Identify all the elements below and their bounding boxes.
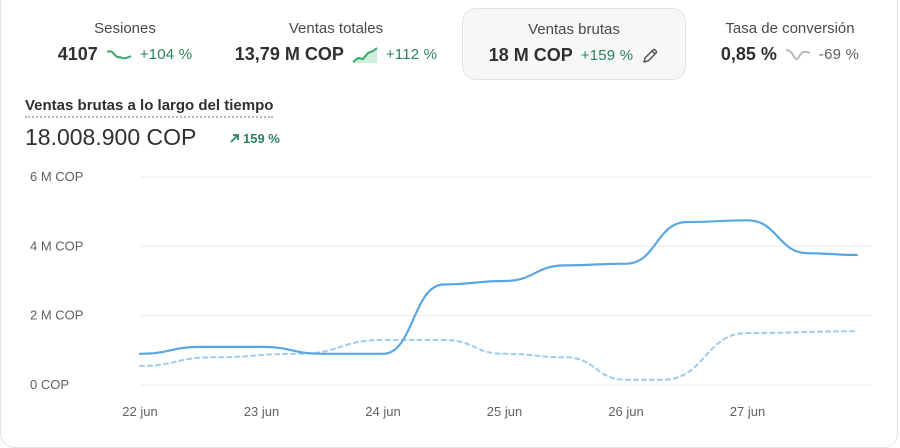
metric-change: +159 % [580,47,634,64]
y-axis-labels: 6 M COP 4 M COP 2 M COP 0 COP [30,169,83,392]
metric-total-sales[interactable]: Ventas totales 13,79 M COP +112 % [225,8,447,80]
green-line-icon [106,49,132,59]
y-tick-label: 6 M COP [30,169,83,184]
y-tick-label: 0 COP [30,377,69,392]
y-tick-label: 4 M COP [30,238,83,253]
total-change: 159 % [230,131,280,146]
metric-value: 18 M COP [488,45,573,65]
green-area-icon [352,46,378,63]
metric-value: 4107 [57,44,98,64]
metric-gross-sales[interactable]: Ventas brutas 18 M COP +159 % [462,8,686,80]
series-line-previous[interactable] [139,330,858,381]
metric-sessions[interactable]: Sesiones 4107 +104 % [10,8,240,80]
series-line-current[interactable] [138,219,858,355]
arrow-up-right-icon [230,134,239,143]
x-tick-label: 24 jun [365,404,400,419]
gray-line-icon [785,48,811,60]
metric-label: Tasa de conversión [725,20,855,37]
metric-label: Sesiones [94,20,156,37]
total-value: 18.008.900 COP [25,124,197,150]
chart-grid [140,176,872,386]
metric-label: Ventas totales [288,20,384,37]
chart-series [138,219,858,381]
metric-label: Ventas brutas [528,21,620,38]
metric-change: +104 % [139,46,193,63]
metric-change: +112 % [385,46,438,63]
metric-value: 0,85 % [720,44,777,64]
x-tick-label: 22 jun [122,404,157,419]
metric-value: 13,79 M COP [234,44,344,64]
x-tick-label: 25 jun [487,404,522,419]
metric-conversion-rate[interactable]: Tasa de conversión 0,85 % -69 % [692,8,888,80]
x-axis-labels: 22 jun 23 jun 24 jun 25 jun 26 jun 27 jun [122,404,765,419]
total-change-value: 159 % [243,131,280,146]
metric-change: -69 % [818,46,860,63]
pencil-icon[interactable] [641,47,659,65]
x-tick-label: 27 jun [730,404,765,419]
y-tick-label: 2 M COP [30,308,83,323]
chart-title[interactable]: Ventas brutas a lo largo del tiempo [25,97,274,118]
x-tick-label: 26 jun [608,404,643,419]
x-tick-label: 23 jun [244,404,279,419]
